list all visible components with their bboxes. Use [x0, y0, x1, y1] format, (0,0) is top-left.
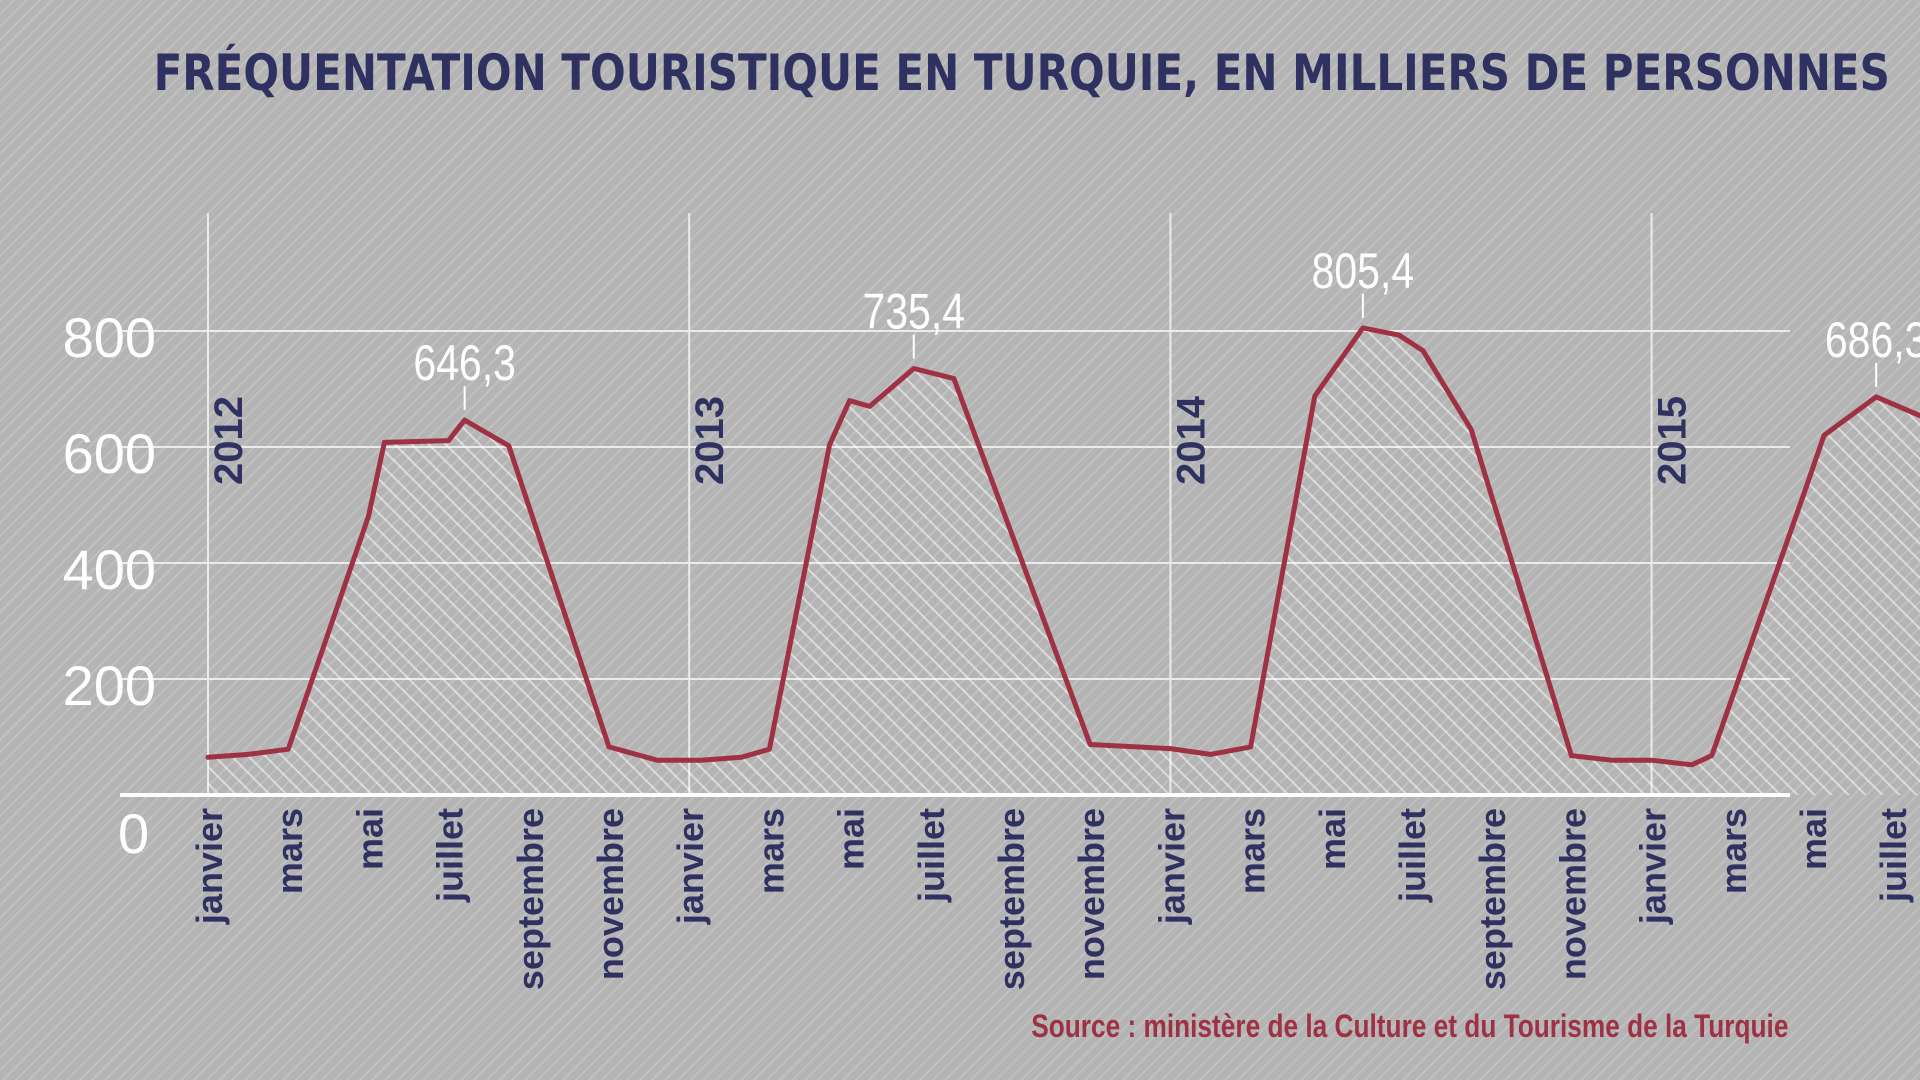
x-tick-label: mars [750, 808, 791, 894]
x-tick-label: novembre [1071, 808, 1112, 980]
x-tick-label: mai [1793, 808, 1834, 870]
area-under-curve [208, 327, 1920, 795]
x-tick-label: septembre [1472, 808, 1513, 990]
x-tick-label: juillet [1392, 808, 1433, 903]
x-tick-label: novembre [590, 808, 631, 980]
x-tick-label: juillet [911, 808, 952, 903]
annotation-label: 686,3 [1825, 312, 1920, 368]
axis-layer: 0 200 400 600 800 2012 2013 2014 2015 janvier mars… [63, 306, 1915, 990]
x-tick-label: mars [1232, 808, 1273, 894]
annotation-label: 805,4 [1312, 243, 1415, 299]
year-label: 2012 [207, 396, 251, 485]
area-fill [208, 327, 1920, 795]
x-tick-label: juillet [430, 808, 471, 903]
y-tick-label: 200 [63, 654, 156, 717]
x-tick-label: novembre [1552, 808, 1593, 980]
source-note: Source : ministère de la Culture et du T… [1030, 1008, 1788, 1044]
x-tick-label: juillet [1873, 808, 1914, 903]
x-tick-label: mai [349, 808, 390, 870]
y-tick-label: 600 [63, 422, 156, 485]
chart-title: FRÉQUENTATION TOURISTIQUE EN TURQUIE, EN… [153, 44, 1890, 102]
x-tick-label: janvier [1151, 808, 1192, 925]
year-label: 2014 [1169, 395, 1213, 485]
x-tick-label: septembre [510, 808, 551, 990]
x-tick-label: janvier [670, 808, 711, 925]
y-tick-label: 0 [118, 802, 149, 865]
annotation-label: 646,3 [413, 335, 516, 391]
y-tick-label: 800 [63, 306, 156, 369]
x-tick-label: septembre [991, 808, 1032, 990]
series-line-layer [205, 325, 1920, 768]
x-tick-label: mars [1713, 808, 1754, 894]
annotation-label: 735,4 [862, 284, 965, 340]
x-tick-label: mars [269, 808, 310, 894]
series-line [205, 325, 1920, 768]
year-label: 2015 [1651, 396, 1695, 485]
x-tick-label: mai [1312, 808, 1353, 870]
x-tick-label: janvier [189, 808, 230, 925]
y-tick-label: 400 [63, 538, 156, 601]
x-tick-label: janvier [1633, 808, 1674, 925]
year-label: 2013 [688, 396, 732, 485]
x-tick-label: mai [831, 808, 872, 870]
